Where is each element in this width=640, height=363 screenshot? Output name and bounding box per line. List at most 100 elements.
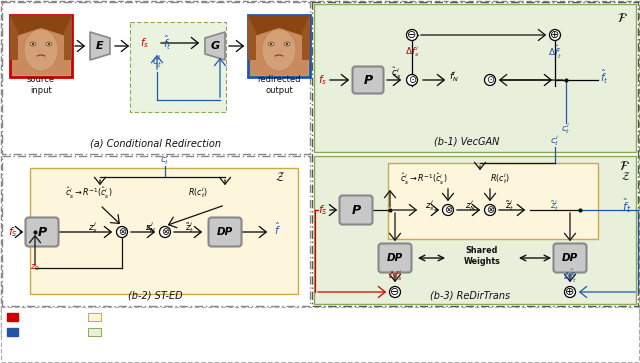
Ellipse shape (46, 42, 52, 46)
Text: DP: DP (217, 227, 233, 237)
Text: $f_s$: $f_s$ (140, 36, 150, 50)
Text: $\mathcal{F}$: $\mathcal{F}$ (619, 160, 630, 173)
Text: ⊕: ⊕ (331, 312, 339, 322)
Circle shape (484, 204, 495, 216)
Ellipse shape (24, 29, 58, 71)
Ellipse shape (285, 43, 289, 45)
Text: $f_s$: $f_s$ (8, 225, 18, 239)
Text: ⊙: ⊙ (404, 327, 412, 337)
Text: ⊕: ⊕ (565, 287, 575, 297)
Text: (b-2) ST-ED: (b-2) ST-ED (128, 291, 182, 301)
Ellipse shape (268, 42, 274, 46)
Bar (2, 156, 310, 306)
Text: $z^i_N$: $z^i_N$ (145, 221, 156, 236)
Text: E: E (96, 41, 104, 51)
Text: $z^i_N$: $z^i_N$ (465, 199, 476, 213)
Bar (314, 4, 636, 152)
Text: Shared
Weights: Shared Weights (463, 246, 500, 266)
Text: $\hat{c}^i_s{\to}R^{-1}(\hat{c}^i_s)$: $\hat{c}^i_s{\to}R^{-1}(\hat{c}^i_s)$ (400, 171, 447, 187)
Text: $\hat{f}_t$: $\hat{f}_t$ (600, 68, 609, 86)
Bar (314, 156, 636, 304)
Text: $\hat{f}$: $\hat{f}$ (274, 221, 281, 237)
Circle shape (330, 313, 339, 322)
FancyBboxPatch shape (378, 244, 412, 273)
Bar (1, 307, 639, 362)
Text: $c^i_t$: $c^i_t$ (152, 54, 162, 70)
Circle shape (403, 327, 413, 337)
Bar (12, 17, 70, 75)
Text: $\hat{f}_t$: $\hat{f}_t$ (622, 197, 631, 215)
Text: element-wise multiplication: element-wise multiplication (416, 327, 528, 337)
Ellipse shape (31, 43, 35, 45)
Bar (130, 22, 226, 112)
Bar (88, 328, 101, 336)
FancyBboxPatch shape (554, 244, 586, 273)
Text: ⊗: ⊗ (444, 205, 452, 215)
Bar (30, 168, 298, 294)
Bar (312, 2, 638, 306)
Circle shape (390, 286, 401, 298)
Bar (10, 15, 72, 77)
Bar (250, 17, 308, 75)
Text: $\hat{f}_t$: $\hat{f}_t$ (163, 34, 172, 52)
Bar (7, 313, 18, 321)
Ellipse shape (284, 42, 290, 46)
Circle shape (484, 74, 495, 86)
Text: $\tilde{z}^i_t$: $\tilde{z}^i_t$ (185, 221, 195, 236)
Polygon shape (248, 15, 310, 38)
Ellipse shape (30, 42, 36, 46)
Text: $\tilde{z}^i_t$: $\tilde{z}^i_t$ (505, 199, 515, 213)
Text: $G$  Generator: $G$ Generator (195, 326, 255, 338)
Polygon shape (205, 32, 225, 60)
Text: $c^i_t$: $c^i_t$ (550, 134, 560, 148)
Text: $z^i_s$: $z^i_s$ (425, 199, 435, 213)
FancyBboxPatch shape (26, 217, 58, 246)
Text: subtraction: subtraction (343, 327, 388, 337)
Polygon shape (90, 32, 110, 60)
Text: ⊙: ⊙ (486, 75, 494, 85)
Circle shape (406, 74, 417, 86)
Text: $c^i_t$: $c^i_t$ (160, 152, 170, 167)
Circle shape (550, 29, 561, 41)
Ellipse shape (262, 29, 296, 71)
Text: $\Delta f^i_s$: $\Delta f^i_s$ (388, 269, 403, 284)
Circle shape (442, 204, 454, 216)
Ellipse shape (47, 43, 51, 45)
Text: $c^i_t$: $c^i_t$ (561, 122, 571, 136)
Text: P: P (364, 73, 372, 86)
Ellipse shape (269, 43, 273, 45)
FancyBboxPatch shape (353, 66, 383, 94)
Text: ⊕: ⊕ (550, 30, 560, 40)
Polygon shape (10, 15, 72, 38)
Text: ⊗: ⊗ (161, 227, 169, 237)
Text: target branch: target branch (21, 327, 76, 337)
Bar (388, 163, 598, 239)
Text: $DP$  Deprojection: $DP$ Deprojection (258, 326, 334, 339)
Text: $f_s$: $f_s$ (318, 73, 327, 87)
Circle shape (116, 227, 127, 237)
Bar (248, 15, 310, 77)
Polygon shape (302, 15, 310, 60)
Text: $R(c^i_t)$: $R(c^i_t)$ (188, 185, 208, 200)
Text: matrix multiplication: matrix multiplication (416, 313, 500, 322)
Circle shape (406, 29, 417, 41)
Text: $z_0$: $z_0$ (30, 263, 40, 273)
Text: $\tilde{z}^i_t$: $\tilde{z}^i_t$ (550, 199, 560, 213)
Text: ⊖: ⊖ (390, 287, 400, 297)
Text: ⊗: ⊗ (118, 227, 126, 237)
Bar (2, 2, 310, 154)
Text: $\mathcal{F}$ latent space: $\mathcal{F}$ latent space (104, 326, 163, 339)
Circle shape (159, 227, 170, 237)
Text: (b-1) VecGAN: (b-1) VecGAN (435, 136, 500, 146)
Bar (7, 328, 18, 336)
Text: source
input: source input (27, 75, 55, 95)
Polygon shape (10, 15, 18, 60)
Text: $\hat{c}^i_s$: $\hat{c}^i_s$ (391, 65, 401, 81)
Text: $\hat{c}^i_s{\to}R^{-1}(\hat{c}^i_s)$: $\hat{c}^i_s{\to}R^{-1}(\hat{c}^i_s)$ (65, 185, 113, 200)
Text: redirected
output: redirected output (257, 75, 301, 95)
Text: P: P (351, 204, 360, 216)
FancyBboxPatch shape (209, 217, 241, 246)
Text: ⊗: ⊗ (486, 205, 494, 215)
Text: DP: DP (387, 253, 403, 263)
Text: ⊙: ⊙ (408, 75, 416, 85)
